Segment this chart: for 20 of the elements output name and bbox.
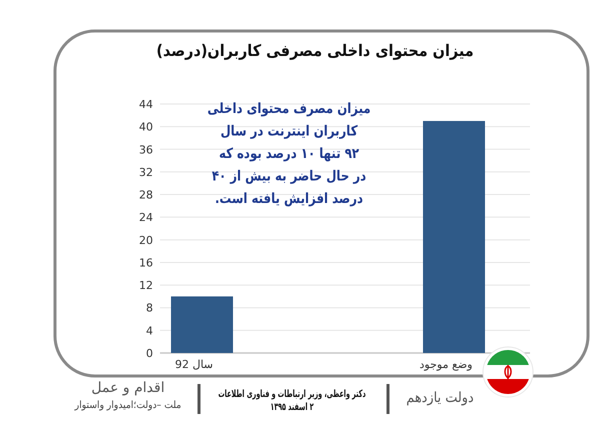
y-tick-label: 28 bbox=[139, 188, 153, 202]
text: دکتر واعظی، وزیر ارتباطات و فناوری اطلاعات ۲ اسفند ۱۳۹۵ bbox=[218, 387, 366, 412]
text: دولت یازدهم bbox=[406, 390, 474, 406]
x-tick-label: وضع موجود bbox=[420, 358, 472, 371]
y-tick-label: 20 bbox=[139, 234, 153, 247]
annotation: میزان مصرف محتوای داخلی کاربران اینترنت در سال ۹۲ تنها ۱۰ درصد بوده که در حال حاضر به بیش از ۴۰ درصد افزایش یافته است. bbox=[207, 101, 371, 208]
text: اقدام و عمل bbox=[91, 380, 165, 396]
y-tick-label: 44 bbox=[139, 98, 153, 111]
y-tick-label: 32 bbox=[139, 166, 153, 179]
y-tick-label: 12 bbox=[139, 279, 153, 292]
y-tick-label: 16 bbox=[139, 256, 153, 270]
y-tick-label: 36 bbox=[139, 143, 153, 156]
y-tick-label: 8 bbox=[146, 302, 153, 315]
y-tick-label: 0 bbox=[146, 347, 153, 360]
y-tick-label: 24 bbox=[139, 211, 153, 224]
y-tick-label: 4 bbox=[146, 324, 153, 338]
x-tick-label: سال 92 bbox=[174, 358, 214, 371]
chart-title: میزان محتوای داخلی مصرفی کاربران(درصد) bbox=[156, 41, 474, 60]
y-tick-label: 40 bbox=[139, 120, 153, 134]
text: ملت –دولت؛امیدوار واستوار bbox=[74, 400, 182, 412]
